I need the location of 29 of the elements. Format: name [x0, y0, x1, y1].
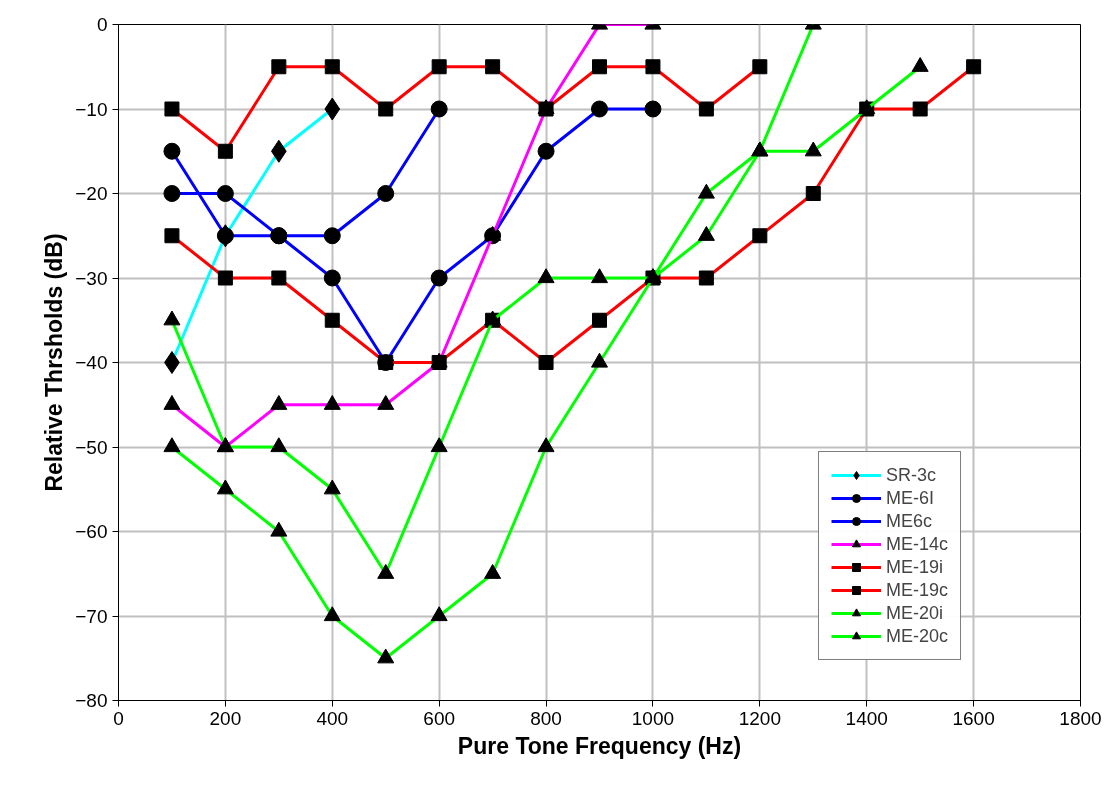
y-tick-label: −50 [75, 436, 108, 458]
y-tick-label: −30 [75, 267, 108, 289]
legend-label: SR-3c [886, 464, 937, 486]
x-tick-label: 200 [209, 707, 242, 729]
y-tick-label: 0 [96, 14, 108, 35]
y-axis-title: Relative Thrsholds (dB) [41, 233, 68, 492]
legend-label: ME-20c [886, 625, 949, 647]
y-tick-label: −40 [75, 352, 108, 373]
y-tick-label: −10 [75, 98, 108, 120]
y-tick-label: −70 [75, 605, 108, 627]
x-tick-label: 1800 [1059, 707, 1102, 729]
legend-label: ME-6I [886, 487, 935, 509]
x-tick-label: 800 [530, 707, 562, 729]
x-tick-label: 600 [423, 707, 456, 729]
x-tick-label: 1400 [845, 707, 888, 729]
x-tick-label: 400 [316, 707, 349, 729]
y-tick-label: −60 [75, 521, 108, 542]
x-axis-title: Pure Tone Frequency (Hz) [457, 732, 742, 759]
x-tick-label: 1600 [952, 707, 995, 729]
y-tick-label: −80 [75, 690, 108, 711]
legend-label: ME-19c [886, 579, 949, 601]
x-tick-label: 1200 [738, 707, 781, 729]
x-tick-label: 1000 [631, 707, 675, 729]
y-tick-label: −20 [75, 183, 108, 204]
x-tick-label: 0 [113, 707, 124, 729]
legend-label: ME-14c [886, 533, 949, 555]
legend-label: ME-20i [886, 602, 944, 624]
legend-label: ME-19i [886, 556, 944, 578]
legend-label: ME6c [886, 510, 933, 532]
